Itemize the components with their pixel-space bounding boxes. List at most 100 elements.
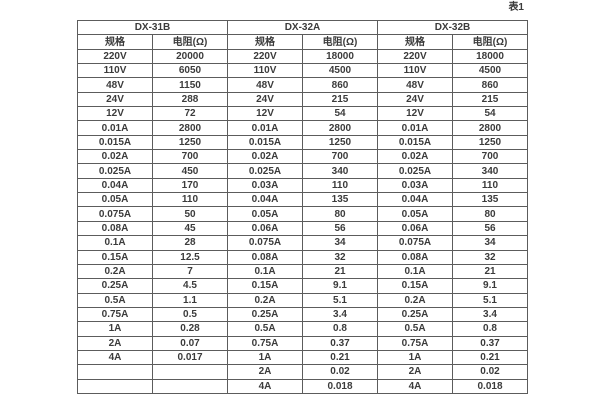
spec-cell: 48V <box>227 77 303 93</box>
table-row: 48V 1150 48V 860 48V 860 <box>77 77 528 93</box>
spec-cell: 24V <box>377 91 453 108</box>
table-row: 4A 0.018 4A 0.018 <box>77 378 528 394</box>
spec-cell: 0.25A <box>227 306 303 323</box>
resistance-cell: 110 <box>152 192 228 208</box>
resistance-cell <box>152 378 228 394</box>
resistance-cell: 340 <box>302 163 378 179</box>
resistance-cell: 288 <box>152 91 228 108</box>
spec-cell: 1A <box>77 321 153 337</box>
spec-cell: 0.1A <box>227 263 303 280</box>
resistance-cell: 2800 <box>452 120 528 136</box>
resistance-cell: 9.1 <box>452 278 528 294</box>
table-row: 0.1A 28 0.075A 34 0.075A 34 <box>77 235 528 251</box>
resistance-cell: 45 <box>152 220 228 237</box>
spec-cell: 0.25A <box>77 278 153 294</box>
spec-cell: 2A <box>227 364 303 380</box>
resistance-cell: 1250 <box>152 134 228 151</box>
resistance-cell: 4.5 <box>152 278 228 294</box>
spec-cell: 0.05A <box>377 206 453 222</box>
spec-cell: 0.2A <box>227 292 303 308</box>
column-header: 规格 <box>227 34 303 50</box>
resistance-cell: 0.8 <box>452 321 528 337</box>
spec-cell: 4A <box>227 378 303 394</box>
resistance-cell: 1150 <box>152 77 228 93</box>
resistance-cell: 34 <box>302 235 378 251</box>
spec-cell: 0.01A <box>77 120 153 136</box>
table-row: 0.75A 0.5 0.25A 3.4 0.25A 3.4 <box>77 306 528 323</box>
spec-cell: 0.02A <box>227 149 303 165</box>
resistance-cell: 72 <box>152 106 228 122</box>
spec-cell: 2A <box>377 364 453 380</box>
resistance-cell: 0.21 <box>452 349 528 366</box>
spec-cell: 0.08A <box>377 249 453 265</box>
spec-cell: 0.04A <box>77 177 153 194</box>
resistance-cell: 12.5 <box>152 249 228 265</box>
resistance-cell: 110 <box>302 177 378 194</box>
spec-cell: 12V <box>77 106 153 122</box>
spec-cell: 0.03A <box>227 177 303 194</box>
resistance-cell: 1250 <box>302 134 378 151</box>
column-header: 电阻(Ω) <box>452 34 528 50</box>
resistance-cell <box>152 364 228 380</box>
resistance-cell: 4500 <box>302 63 378 79</box>
spec-cell: 1A <box>227 349 303 366</box>
table-row: 0.15A 12.5 0.08A 32 0.08A 32 <box>77 249 528 265</box>
spec-cell: 24V <box>227 91 303 108</box>
spec-cell: 0.02A <box>377 149 453 165</box>
spec-cell: 12V <box>227 106 303 122</box>
resistance-cell: 450 <box>152 163 228 179</box>
spec-cell: 0.08A <box>227 249 303 265</box>
spec-cell: 0.5A <box>77 292 153 308</box>
resistance-cell: 50 <box>152 206 228 222</box>
spec-cell: 0.1A <box>377 263 453 280</box>
resistance-cell: 0.07 <box>152 335 228 351</box>
table-row: 0.05A 110 0.04A 135 0.04A 135 <box>77 192 528 208</box>
resistance-cell: 700 <box>302 149 378 165</box>
spec-cell: 0.06A <box>227 220 303 237</box>
resistance-cell: 135 <box>452 192 528 208</box>
table-row: 0.01A 2800 0.01A 2800 0.01A 2800 <box>77 120 528 136</box>
table-body: 220V 20000 220V 18000 220V 18000 110V 6050 110V 4… <box>77 48 528 394</box>
spec-cell: 0.01A <box>377 120 453 136</box>
table-row: 2A 0.02 2A 0.02 <box>77 364 528 380</box>
spec-cell: 0.015A <box>377 134 453 151</box>
table-row: 0.5A 1.1 0.2A 5.1 0.2A 5.1 <box>77 292 528 308</box>
resistance-cell: 1250 <box>452 134 528 151</box>
spec-cell <box>77 364 153 380</box>
spec-cell: 0.06A <box>377 220 453 237</box>
group-header: DX-32B <box>377 19 528 36</box>
resistance-cell: 2800 <box>302 120 378 136</box>
resistance-cell: 9.1 <box>302 278 378 294</box>
resistance-cell: 215 <box>452 91 528 108</box>
resistance-cell: 2800 <box>152 120 228 136</box>
column-header: 规格 <box>377 34 453 50</box>
resistance-cell: 860 <box>302 77 378 93</box>
spec-table: DX-31B DX-32A DX-32B 规格 电阻(Ω) 规格 电阻(Ω) 规格 电阻(Ω) … <box>77 19 528 394</box>
spec-cell: 4A <box>377 378 453 394</box>
spec-cell: 0.15A <box>227 278 303 294</box>
resistance-cell: 0.5 <box>152 306 228 323</box>
spec-cell: 0.075A <box>227 235 303 251</box>
spec-cell: 110V <box>377 63 453 79</box>
spec-cell: 0.015A <box>77 134 153 151</box>
resistance-cell: 215 <box>302 91 378 108</box>
resistance-cell: 110 <box>452 177 528 194</box>
spec-cell: 1A <box>377 349 453 366</box>
spec-cell: 0.025A <box>377 163 453 179</box>
spec-cell: 110V <box>77 63 153 79</box>
table-row: 24V 288 24V 215 24V 215 <box>77 91 528 108</box>
resistance-cell: 0.02 <box>452 364 528 380</box>
table-row: 0.2A 7 0.1A 21 0.1A 21 <box>77 263 528 280</box>
spec-cell: 0.04A <box>227 192 303 208</box>
spec-cell: 0.01A <box>227 120 303 136</box>
table-row: 110V 6050 110V 4500 110V 4500 <box>77 63 528 79</box>
column-header: 规格 <box>77 34 153 50</box>
spec-cell: 0.25A <box>377 306 453 323</box>
spec-cell: 0.04A <box>377 192 453 208</box>
table-row: 0.04A 170 0.03A 110 0.03A 110 <box>77 177 528 194</box>
resistance-cell: 860 <box>452 77 528 93</box>
table-row: 0.25A 4.5 0.15A 9.1 0.15A 9.1 <box>77 278 528 294</box>
spec-cell: 0.025A <box>227 163 303 179</box>
spec-cell: 2A <box>77 335 153 351</box>
